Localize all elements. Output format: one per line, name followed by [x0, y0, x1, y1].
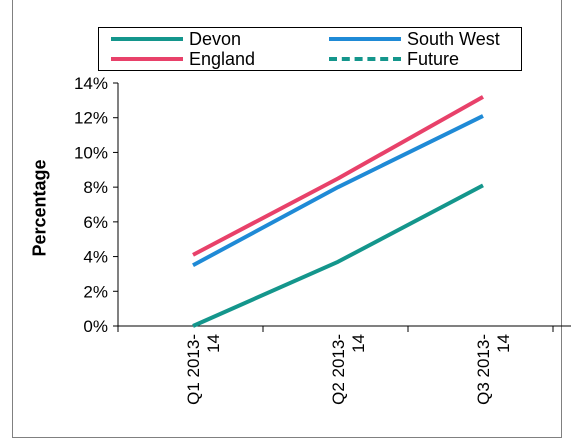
y-tick-label: 4% — [83, 248, 108, 267]
legend-item-devon: Devon — [111, 29, 241, 49]
legend-item-future: Future — [329, 49, 459, 69]
legend-swatch-future — [329, 57, 401, 61]
y-tick-label: 12% — [74, 109, 108, 128]
series-line-devon — [192, 183, 484, 328]
x-tick-label: Q2 2013-14 — [329, 334, 368, 405]
legend-item-south-west: South West — [329, 29, 500, 49]
y-tick-label: 8% — [83, 178, 108, 197]
chart-frame — [12, 0, 562, 438]
legend: Devon South West England Future — [98, 27, 522, 71]
series-line-england — [192, 95, 484, 257]
legend-label-devon: Devon — [189, 28, 242, 49]
legend-label-south-west: South West — [407, 28, 500, 49]
y-tick-label: 2% — [83, 282, 108, 301]
y-tick-label: 0% — [83, 317, 108, 336]
legend-swatch-south-west — [329, 37, 401, 41]
y-tick-label: 10% — [74, 143, 108, 162]
x-tick-label: Q1 2013-14 — [184, 334, 223, 405]
legend-label-future: Future — [407, 48, 460, 69]
legend-swatch-devon — [111, 37, 183, 41]
y-tick-label: 6% — [83, 213, 108, 232]
series-line-south-west — [192, 114, 484, 268]
x-tick-label: Q3 2013-14 — [474, 334, 513, 405]
legend-label-england: England — [189, 48, 256, 69]
legend-item-england: England — [111, 49, 255, 69]
y-tick-label: 14% — [74, 74, 108, 93]
legend-swatch-england — [111, 57, 183, 61]
